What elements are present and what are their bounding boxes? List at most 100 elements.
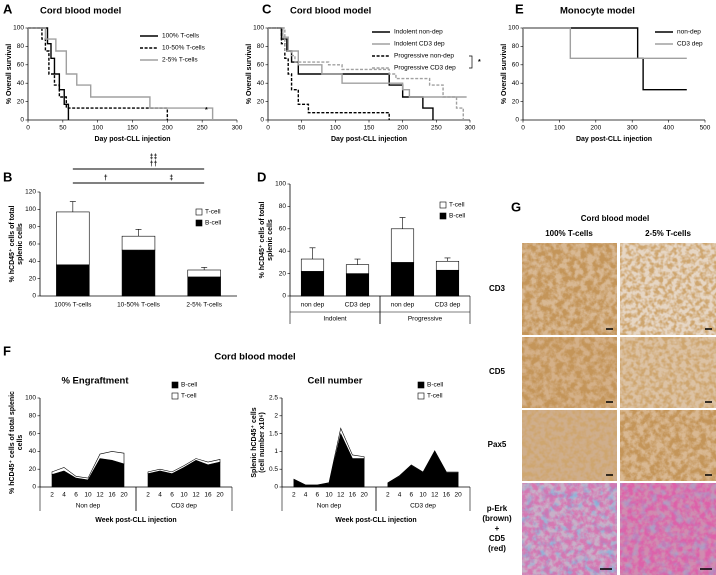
legend-swatch [171,381,179,389]
micrograph-texture [522,483,617,575]
significance-label: ‡‡ [150,154,158,161]
survival-curve [28,27,214,120]
x-tick-label: 12 [337,492,345,499]
y-tick-label: 0 [515,117,519,124]
x-tick-label: 10 [325,492,333,499]
x-tick-label: 6 [315,492,319,499]
survival-curve [268,27,467,98]
legend-swatch [417,381,425,389]
y-tick-label: 100 [508,25,519,32]
x-tick-label: 100 [330,125,341,132]
legend-label: B-cell [181,382,198,389]
y-tick-label: 40 [29,448,37,455]
panel-g-title: Cord blood model [581,214,649,223]
survival-curve [523,27,687,60]
micrograph-texture [522,243,617,335]
legend-label: T-cell [449,202,465,209]
y-axis-label: % Overall survival [246,44,253,104]
y-axis-label: % hCD45⁺ cells of total [258,202,266,279]
y-tick-label: 60 [279,226,287,233]
bar-segment [187,276,221,297]
x-tick-label: 20 [120,492,128,499]
micrograph-texture [522,337,617,408]
survival-curve [268,27,464,120]
legend-label: Indolent CD3 dep [394,41,445,48]
micrograph-texture [620,483,716,575]
y-tick-label: 0 [282,293,286,300]
x-tick-label: 0 [26,125,30,132]
y-axis-label: Splenic hCD45⁺ cells [250,407,258,477]
group-label: CD3 dep [171,503,197,510]
legend-swatch [195,219,203,227]
x-tick-label: non dep [391,302,415,309]
x-tick-label: 50 [298,125,306,132]
x-tick-label: 10 [419,492,427,499]
y-axis-label: % hCD45⁺ cells of total [8,206,16,283]
y-axis-label: % Overall survival [501,44,508,104]
x-tick-label: 250 [431,125,442,132]
x-axis-label: Week post-CLL injection [335,517,416,524]
survival-curve [28,27,70,120]
x-tick-label: 100 [92,125,103,132]
x-tick-label: 4 [62,492,66,499]
y-tick-label: 1.5 [269,430,278,437]
x-tick-label: 300 [627,125,638,132]
x-tick-label: 16 [349,492,357,499]
error-bar [69,201,76,212]
y-axis-label: (cell number x10⁶) [259,412,266,473]
x-tick-label: 200 [590,125,601,132]
bar-segment [56,211,90,266]
y-tick-label: 20 [279,270,287,277]
y-tick-label: 20 [257,98,265,105]
legend-label: B-cell [205,220,222,227]
error-bar [444,257,451,262]
x-tick-label: 6 [74,492,78,499]
panel-label: D [257,169,266,184]
y-axis-label: splenic cells [17,223,24,265]
group-label: CD3 dep [410,503,436,510]
error-bar [309,247,316,260]
y-tick-label: 80 [29,413,37,420]
significance-label: †† [150,161,158,168]
legend-label: Indolent non-dep [394,29,443,36]
y-tick-label: 100 [253,25,264,32]
chart-title: Cord blood model [40,6,121,17]
y-tick-label: 20 [17,98,25,105]
area [293,432,365,488]
y-tick-label: 0 [32,293,36,300]
y-tick-label: 100 [275,181,286,188]
y-axis-label: % hCD45⁺ cells of total splenic [8,391,16,494]
panel-label: E [515,1,524,16]
y-tick-label: 100 [25,395,36,402]
row-label: (red) [488,544,506,553]
panel-label: G [511,199,521,214]
legend-swatch [171,392,179,400]
x-tick-label: 20 [361,492,369,499]
chart-title: Monocyte model [560,6,635,17]
panel-f-title: Cord blood model [214,352,295,363]
x-tick-label: 200 [162,125,173,132]
legend-swatch [439,201,447,209]
x-tick-label: 12 [431,492,439,499]
panel-label: C [262,1,272,16]
y-axis-label: % Overall survival [6,44,13,104]
y-tick-label: 60 [29,241,37,248]
x-tick-label: 10-50% T-cells [117,302,161,309]
legend-label: B-cell [427,382,444,389]
annotation: * [478,59,481,66]
y-tick-label: 40 [257,80,265,87]
x-tick-label: 20 [455,492,463,499]
x-tick-label: 16 [204,492,212,499]
row-label: Pax5 [488,440,507,449]
legend-label: Progressive non-dep [394,53,454,60]
x-tick-label: 100% T-cells [54,302,92,309]
x-tick-label: 6 [409,492,413,499]
y-tick-label: 60 [512,62,520,69]
y-tick-label: 60 [17,62,25,69]
y-tick-label: 20 [29,466,37,473]
x-axis-label: Week post-CLL injection [95,517,176,524]
bar-segment [390,262,415,297]
bar-segment [435,269,460,297]
y-tick-label: 0 [32,484,36,491]
